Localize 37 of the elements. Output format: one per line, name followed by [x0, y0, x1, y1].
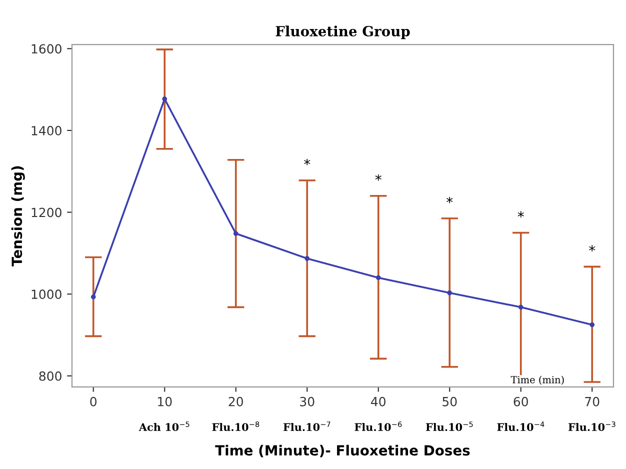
point [162, 96, 168, 102]
x-tick-label: 40 [371, 396, 386, 406]
y-tick-label: 1400 [32, 126, 62, 136]
annotation: * [518, 211, 524, 218]
point [304, 256, 310, 261]
point [518, 304, 524, 310]
y-tick-label: 1200 [32, 208, 62, 218]
x-tick-label: 0 [90, 396, 97, 406]
text: Flu.10$^{−8}$ [212, 421, 260, 432]
annotation: Time (min) [510, 376, 564, 385]
x-tick-label: 50 [442, 396, 457, 406]
annotation: * [375, 174, 382, 181]
annotation: * [446, 196, 453, 204]
y-tick-label: 1600 [32, 44, 62, 54]
point [376, 275, 381, 280]
chart-title: Fluoxetine Group [276, 26, 410, 40]
point [233, 231, 238, 236]
x-tick-label: 70 [585, 396, 600, 406]
text: Flu.10$^{−4}$ [497, 422, 544, 432]
y-tick-label: 800 [39, 371, 62, 381]
annotation: * [304, 158, 310, 166]
point [90, 294, 96, 300]
text: Flu.10$^{−3}$ [568, 421, 616, 432]
x-tick-label: 60 [514, 396, 528, 406]
x-tick-label: 10 [158, 396, 172, 406]
x-tick-label: 30 [300, 396, 314, 406]
point [590, 322, 595, 328]
point [447, 290, 452, 296]
x-tick-label: 20 [228, 396, 243, 406]
text: Flu.10$^{−5}$ [426, 422, 473, 432]
annotation: * [589, 245, 596, 252]
y-tick-label: 1000 [32, 290, 62, 299]
y-axis-title: Tension (mg) [11, 166, 25, 266]
text: Flu.10$^{−7}$ [283, 422, 330, 432]
text: Ach 10$^{−5}$ [138, 422, 190, 432]
x-axis-title: Time (Minute)- Fluoxetine Doses [215, 444, 470, 458]
text: Flu.10$^{−6}$ [354, 421, 402, 432]
